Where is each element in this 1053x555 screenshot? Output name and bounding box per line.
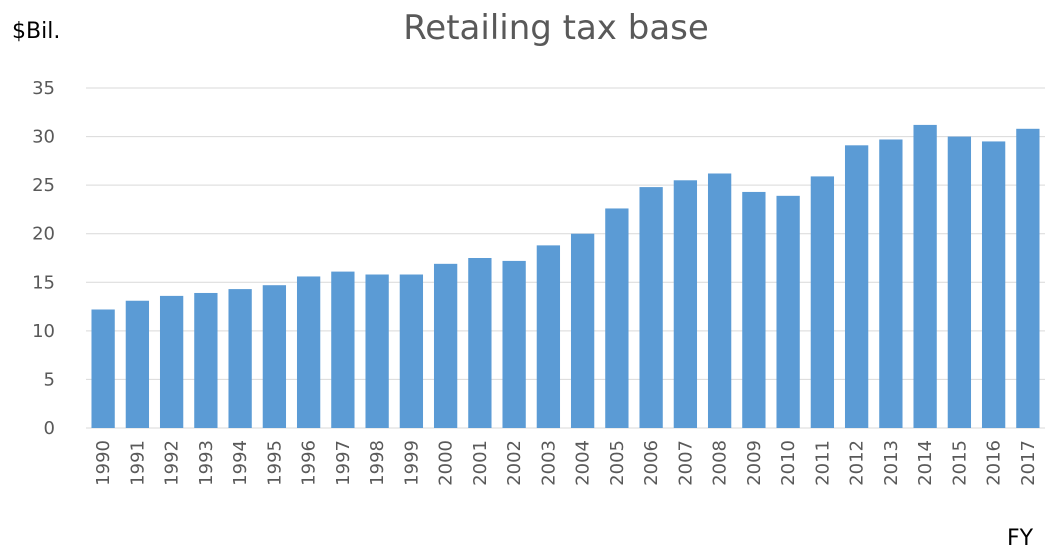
x-tick-label-1991: 1991 bbox=[127, 440, 148, 486]
bar-1992 bbox=[159, 295, 184, 428]
y-tick-label: 35 bbox=[32, 78, 55, 99]
x-tick-label-1997: 1997 bbox=[333, 440, 354, 486]
bar-1993 bbox=[194, 292, 218, 428]
x-tick-label-2016: 2016 bbox=[984, 440, 1005, 486]
y-tick-label: 15 bbox=[32, 272, 55, 293]
bar-2013 bbox=[879, 139, 903, 429]
bar-2016 bbox=[981, 141, 1006, 428]
bar-2011 bbox=[810, 176, 835, 428]
bar-1997 bbox=[331, 271, 355, 428]
bar-2015 bbox=[947, 136, 972, 428]
x-tick-label-1990: 1990 bbox=[93, 440, 114, 486]
bar-2002 bbox=[502, 260, 526, 428]
x-tick-label-1993: 1993 bbox=[196, 440, 217, 486]
y-tick-labels: 0 5 10 15 20 25 30 35 bbox=[32, 78, 55, 439]
x-tick-label-2009: 2009 bbox=[744, 440, 765, 486]
bar-2009 bbox=[742, 191, 766, 428]
x-tick-label-1995: 1995 bbox=[264, 440, 285, 486]
bar-1994 bbox=[228, 289, 252, 428]
x-tick-labels: 1990 1991 1992 1993 1994 1995 1996 1997 1998 1999… bbox=[93, 440, 1039, 486]
y-tick-label: 0 bbox=[44, 418, 55, 439]
y-tick-label: 30 bbox=[32, 127, 55, 148]
x-tick-label-2006: 2006 bbox=[641, 440, 662, 486]
x-axis-title: FY bbox=[1007, 526, 1034, 551]
x-tick-label-1998: 1998 bbox=[367, 440, 388, 486]
x-tick-label-2011: 2011 bbox=[812, 440, 833, 486]
bar-2007 bbox=[673, 180, 698, 428]
x-tick-label-1999: 1999 bbox=[401, 440, 422, 486]
bar-2004 bbox=[570, 233, 595, 428]
x-tick-label-2015: 2015 bbox=[949, 440, 970, 486]
bar-1991 bbox=[125, 300, 150, 428]
x-tick-label-2003: 2003 bbox=[538, 440, 559, 486]
x-tick-label-2002: 2002 bbox=[504, 440, 525, 486]
bar-2008 bbox=[707, 173, 732, 428]
x-tick-label-2004: 2004 bbox=[573, 440, 594, 486]
bar-1999 bbox=[399, 274, 424, 428]
x-tick-label-2007: 2007 bbox=[675, 440, 696, 486]
bar-2000 bbox=[433, 263, 458, 428]
bar-1990 bbox=[91, 309, 115, 428]
y-tick-label: 10 bbox=[32, 321, 55, 342]
bar-2014 bbox=[913, 124, 937, 428]
x-tick-label-2005: 2005 bbox=[607, 440, 628, 486]
x-tick-label-2013: 2013 bbox=[881, 440, 902, 486]
x-tick-label-2012: 2012 bbox=[847, 440, 868, 486]
bar-2012 bbox=[844, 145, 869, 428]
x-tick-label-2000: 2000 bbox=[436, 440, 457, 486]
bar-2003 bbox=[536, 245, 561, 428]
bar-1998 bbox=[365, 274, 389, 428]
y-axis-title: $Bil. bbox=[12, 19, 60, 44]
bar-2010 bbox=[776, 195, 800, 428]
x-tick-label-1994: 1994 bbox=[230, 440, 251, 486]
x-tick-label-2017: 2017 bbox=[1018, 440, 1039, 486]
bar-2006 bbox=[639, 187, 663, 428]
bar-2017 bbox=[1016, 128, 1040, 429]
x-tick-label-1996: 1996 bbox=[299, 440, 320, 486]
bars bbox=[91, 124, 1040, 429]
chart-title: Retailing tax base bbox=[403, 8, 709, 48]
y-tick-label: 20 bbox=[32, 224, 55, 245]
bar-1996 bbox=[296, 276, 321, 428]
bar-1995 bbox=[262, 285, 287, 428]
bar-2001 bbox=[468, 258, 492, 428]
x-tick-label-2010: 2010 bbox=[778, 440, 799, 486]
y-tick-label: 25 bbox=[32, 175, 55, 196]
x-tick-label-2001: 2001 bbox=[470, 440, 491, 486]
y-tick-label: 5 bbox=[44, 369, 55, 390]
x-tick-label-2008: 2008 bbox=[710, 440, 731, 486]
bar-2005 bbox=[605, 208, 629, 428]
x-tick-label-2014: 2014 bbox=[915, 440, 936, 486]
x-tick-label-1992: 1992 bbox=[162, 440, 183, 486]
